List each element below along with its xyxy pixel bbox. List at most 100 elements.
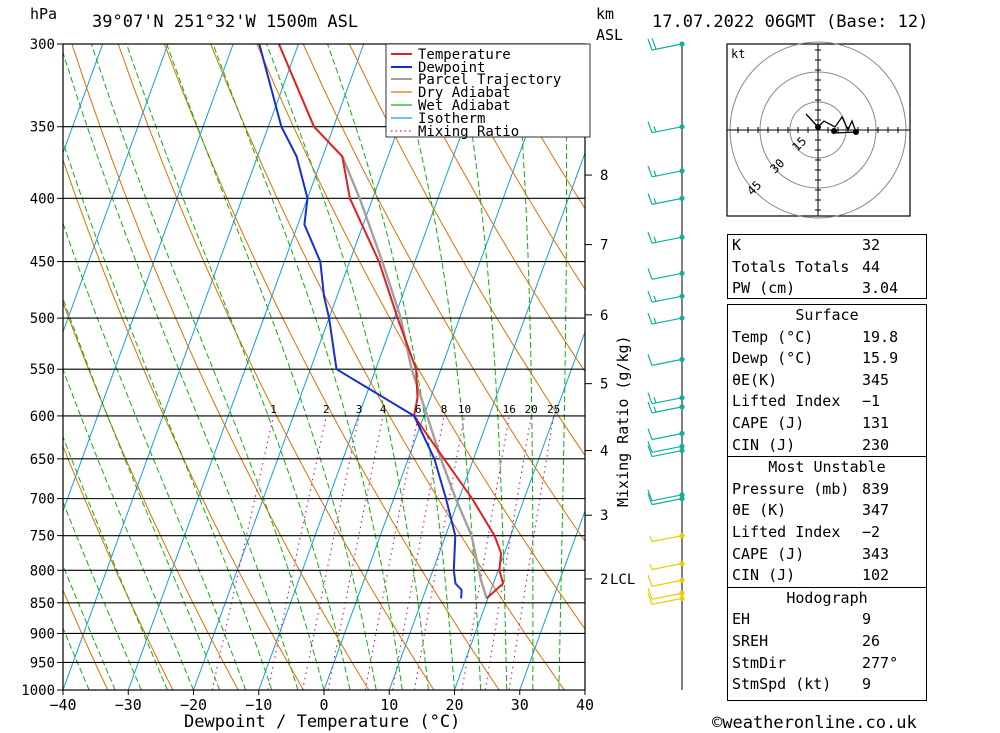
pressure-tick-label: 400 bbox=[30, 191, 55, 207]
isotherm-line bbox=[388, 151, 585, 690]
index-label: PW (cm) bbox=[732, 279, 796, 298]
wind-barb-flag bbox=[649, 535, 653, 542]
wind-barb-shaft bbox=[651, 498, 683, 506]
km-tick-label: 5 bbox=[600, 377, 608, 393]
wind-barb-shaft bbox=[651, 197, 683, 205]
hodograph-point bbox=[853, 129, 859, 135]
hodograph-unit-label: kt bbox=[731, 47, 745, 61]
asl-label: ASL bbox=[596, 26, 623, 44]
wind-barb-flag bbox=[653, 317, 657, 324]
dry-adiabat-line bbox=[210, 44, 565, 690]
wet-adiabat-line bbox=[63, 435, 168, 690]
temperature-line bbox=[277, 44, 505, 600]
stat-value: 9 bbox=[862, 610, 872, 629]
stat-label: CIN (J) bbox=[732, 566, 796, 585]
wet-adiabat-line bbox=[456, 44, 508, 690]
unstable-row: Lifted Index −2 bbox=[728, 522, 926, 544]
hodograph-row: StmDir 277° bbox=[728, 653, 926, 675]
dry-adiabat-line bbox=[63, 589, 109, 690]
temperature-tick-label: −20 bbox=[180, 696, 207, 714]
hodograph-row: EH 9 bbox=[728, 609, 926, 631]
wet-adiabat-line bbox=[392, 44, 482, 690]
wet-adiabat-line bbox=[63, 500, 142, 690]
wind-barb-shaft bbox=[651, 535, 683, 543]
index-row: Totals Totals 44 bbox=[728, 257, 926, 279]
dry-adiabat-line bbox=[951, 44, 1000, 690]
stat-value: 347 bbox=[862, 501, 890, 520]
stat-label: SREH bbox=[732, 631, 769, 650]
mixing-ratio-value: 4 bbox=[380, 403, 387, 416]
wind-barb-flag bbox=[647, 38, 653, 51]
wind-barb-flag bbox=[647, 445, 653, 457]
lcl-label: LCL bbox=[610, 572, 635, 588]
km-label: km bbox=[596, 5, 614, 23]
profiles bbox=[258, 44, 505, 600]
wind-barb-shaft bbox=[651, 317, 683, 325]
isotherm-line bbox=[454, 330, 585, 690]
most-unstable-heading: Most Unstable bbox=[728, 456, 926, 479]
mixing-ratio-value: 8 bbox=[441, 403, 448, 416]
wind-barb-flag bbox=[647, 268, 653, 280]
wet-adiabat-line bbox=[558, 44, 567, 690]
legend-item-mixing-ratio: Mixing Ratio bbox=[418, 124, 519, 140]
stat-label: Dewp (°C) bbox=[732, 349, 814, 368]
km-tick-label: 6 bbox=[600, 308, 608, 324]
mixing-ratio-axis-label: Mixing Ratio (g/kg) bbox=[614, 335, 632, 507]
surface-row: Lifted Index −1 bbox=[728, 391, 926, 413]
wind-barb-flag bbox=[647, 575, 653, 587]
legend-box bbox=[385, 43, 591, 138]
dry-adiabat-line bbox=[117, 44, 435, 690]
wind-barb-shaft bbox=[651, 126, 683, 134]
isobars bbox=[57, 43, 585, 691]
wind-barb-flag bbox=[649, 563, 653, 570]
x-axis-label: Dewpoint / Temperature (°C) bbox=[184, 712, 460, 732]
temperature-tick-label: −10 bbox=[245, 696, 272, 714]
temperature-tick-label: 30 bbox=[511, 696, 529, 714]
pressure-tick-label: 450 bbox=[30, 255, 55, 271]
hodograph-point bbox=[831, 128, 837, 134]
parcel-trajectory-line bbox=[341, 156, 488, 599]
wind-barb-flag bbox=[647, 354, 653, 366]
wind-barb-flag bbox=[647, 441, 653, 453]
isotherm-line bbox=[258, 44, 495, 690]
mixing-ratio-value: 2 bbox=[323, 403, 330, 416]
wet-adiabat-line bbox=[266, 44, 429, 690]
wind-barb-flag bbox=[647, 165, 653, 178]
surface-heading: Surface bbox=[795, 306, 859, 324]
index-value: 3.04 bbox=[862, 279, 899, 298]
stat-label: θE(K) bbox=[732, 370, 778, 389]
dry-adiabat-line bbox=[256, 44, 585, 630]
pressure-tick-label: 1000 bbox=[21, 683, 55, 699]
pressure-tick-label: 600 bbox=[30, 409, 55, 425]
wind-barb-flag bbox=[647, 493, 653, 505]
wind-barb-flag bbox=[653, 295, 657, 302]
wind-barb-flag bbox=[647, 121, 653, 133]
wind-barb-shaft bbox=[651, 445, 683, 453]
wet-adiabat-line bbox=[514, 44, 534, 690]
wind-barb-shaft bbox=[651, 358, 683, 366]
date-title: 17.07.2022 06GMT (Base: 12) bbox=[652, 12, 928, 32]
dry-adiabat-line bbox=[348, 44, 585, 457]
wind-barb-shaft bbox=[651, 236, 683, 244]
wind-barb-flag bbox=[647, 489, 653, 501]
wind-barb-flag bbox=[647, 428, 653, 440]
hodograph-point bbox=[815, 124, 821, 130]
dry-adiabat-line bbox=[163, 44, 500, 690]
hodograph-heading: Hodograph bbox=[728, 586, 926, 610]
stat-value: 343 bbox=[862, 544, 890, 563]
index-label: K bbox=[732, 236, 742, 254]
legend-item-wet-adiabat: Wet Adiabat bbox=[418, 98, 511, 114]
pressure-tick-label: 500 bbox=[30, 311, 55, 327]
wind-barb-shaft bbox=[651, 272, 683, 280]
wind-barb-shaft bbox=[651, 592, 683, 600]
stat-label: Temp (°C) bbox=[732, 327, 814, 346]
index-row: PW (cm) 3.04 bbox=[728, 278, 926, 300]
legend: Temperature Dewpoint Parcel Trajectory D… bbox=[385, 43, 591, 140]
pressure-tick-label: 300 bbox=[30, 37, 55, 53]
unstable-row: Pressure (mb) 839 bbox=[728, 479, 926, 501]
dry-adiabat-line bbox=[63, 444, 174, 690]
mixing-ratio-line bbox=[392, 415, 445, 690]
wind-barb-flag bbox=[653, 406, 657, 413]
mixing-ratio-value: 20 bbox=[525, 403, 538, 416]
km-tick-label: 4 bbox=[600, 444, 608, 460]
